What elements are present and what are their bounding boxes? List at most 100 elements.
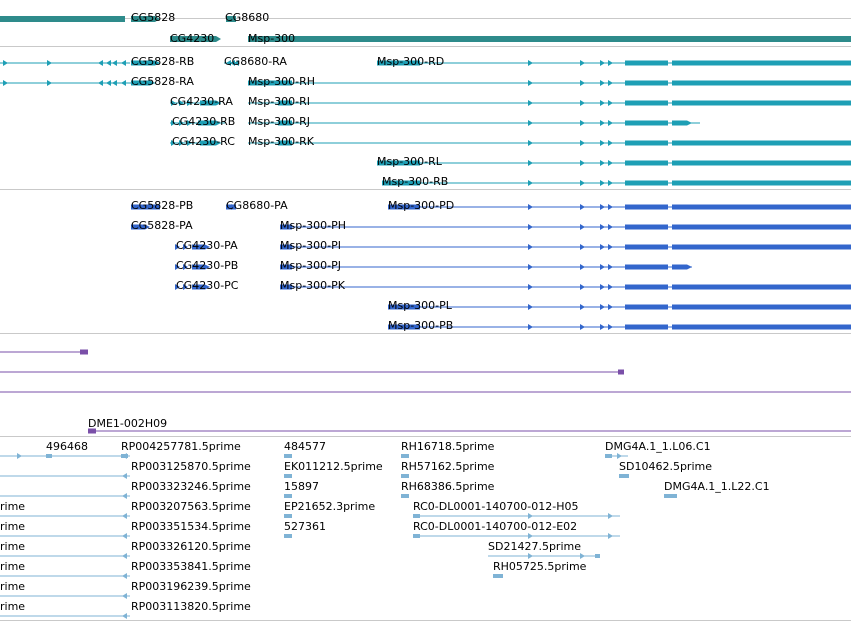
- feature-est-rp003125870[interactable]: [0, 473, 130, 479]
- feature-est-sd10462[interactable]: [619, 474, 629, 478]
- exon-block: [200, 100, 221, 106]
- feature-est-left-5[interactable]: [0, 593, 130, 599]
- exon-block: [192, 244, 210, 250]
- feature-est-left-6[interactable]: [0, 613, 130, 619]
- feature-label: RC0-DL0001-140700-012-H05: [413, 500, 579, 513]
- exon-block: [248, 36, 851, 42]
- feature-cg4230-pa[interactable]: [175, 244, 210, 250]
- feature-est-rp004257781[interactable]: [0, 453, 130, 459]
- feature-aln-2[interactable]: [0, 369, 624, 375]
- feature-cg4230-rb[interactable]: [170, 120, 225, 126]
- feature-est-rh68386[interactable]: [401, 494, 409, 498]
- feature-est-ek011212[interactable]: [284, 474, 292, 478]
- feature-cg8680-pa[interactable]: [226, 204, 236, 210]
- strand-arrow-icon: [608, 60, 613, 66]
- feature-cg4230-pc[interactable]: [175, 284, 210, 290]
- feature-label: RH68386.5prime: [401, 480, 495, 493]
- feature-dme1-002h09[interactable]: [88, 428, 851, 434]
- feature-msp300[interactable]: [248, 36, 851, 42]
- feature-est-527361[interactable]: [284, 534, 292, 538]
- feature-msp300-rb[interactable]: [382, 180, 851, 186]
- feature-est-ep21652[interactable]: [284, 514, 292, 518]
- feature-cg4230-ra[interactable]: [170, 100, 221, 106]
- feature-label: Msp-300-PI: [280, 239, 342, 252]
- track-divider: [0, 46, 851, 47]
- feature-est-rh57162[interactable]: [401, 474, 409, 478]
- exon-block: [192, 264, 210, 270]
- feature-msp300-rh[interactable]: [248, 80, 851, 86]
- strand-arrow-icon: [171, 100, 176, 106]
- feature-cg5828-rb[interactable]: [0, 60, 160, 66]
- strand-arrow-icon: [47, 80, 52, 86]
- feature-msp300-ph[interactable]: [280, 224, 851, 230]
- track-protein-track: [131, 204, 851, 330]
- feature-msp300-rl[interactable]: [377, 160, 851, 166]
- exon-block: [625, 60, 668, 66]
- feature-cg8680-ra[interactable]: [224, 60, 239, 66]
- feature-msp300-pb[interactable]: [388, 324, 851, 330]
- exon-block: [493, 574, 503, 578]
- feature-label: rime: [0, 580, 26, 593]
- strand-arrow-icon: [580, 244, 585, 250]
- feature-est-rc0-h05[interactable]: [413, 513, 620, 519]
- strand-arrow-icon: [98, 80, 103, 86]
- feature-gene-left[interactable]: [0, 16, 125, 22]
- feature-label: rime: [0, 600, 26, 613]
- exon-block: [672, 304, 851, 310]
- exon-block: [625, 264, 668, 270]
- exon-block: [88, 428, 96, 434]
- feature-cg5828-pa[interactable]: [131, 224, 150, 230]
- strand-arrow-icon: [580, 180, 585, 186]
- feature-cg4230-pb[interactable]: [175, 264, 210, 270]
- feature-est-left-4[interactable]: [0, 573, 130, 579]
- exon-block: [278, 140, 292, 146]
- strand-arrow-icon: [608, 284, 613, 290]
- feature-cg4230-rc[interactable]: [170, 140, 221, 146]
- feature-msp300-pj[interactable]: [280, 264, 692, 270]
- strand-arrow-icon: [608, 244, 613, 250]
- feature-cg5828-ra[interactable]: [0, 80, 155, 86]
- exon-block: [388, 324, 420, 330]
- strand-arrow-icon: [227, 204, 232, 210]
- feature-msp300-pk[interactable]: [280, 284, 851, 290]
- strand-arrow-icon: [3, 60, 8, 66]
- feature-label: CG5828-RA: [131, 75, 194, 88]
- feature-est-dmg4a-l22[interactable]: [664, 494, 677, 498]
- feature-label: Msp-300-RI: [248, 95, 311, 108]
- feature-est-left-3[interactable]: [0, 553, 130, 559]
- feature-cg5828[interactable]: [131, 16, 160, 22]
- exon-block: [278, 100, 292, 106]
- feature-msp300-pi[interactable]: [280, 244, 851, 250]
- feature-est-dmg4a-l06[interactable]: [605, 453, 628, 459]
- feature-cg5828-pb[interactable]: [131, 204, 160, 210]
- exon-block: [619, 474, 629, 478]
- feature-est-rp003323246[interactable]: [0, 493, 130, 499]
- feature-est-484577[interactable]: [284, 454, 292, 458]
- strand-arrow-icon: [171, 120, 176, 126]
- feature-label: EK011212.5prime: [284, 460, 383, 473]
- feature-est-rh16718[interactable]: [401, 454, 409, 458]
- strand-arrow-icon: [122, 473, 127, 479]
- feature-est-rh05725[interactable]: [493, 574, 503, 578]
- feature-est-15897[interactable]: [284, 494, 292, 498]
- exon-block: [672, 140, 851, 146]
- feature-aln-1[interactable]: [0, 349, 88, 355]
- feature-est-rc0-e02[interactable]: [413, 533, 620, 539]
- feature-est-sd21427[interactable]: [488, 553, 600, 559]
- strand-arrow-icon: [528, 264, 533, 270]
- feature-cg8680[interactable]: [226, 16, 236, 22]
- feature-msp300-pl[interactable]: [388, 304, 851, 310]
- feature-cg4230[interactable]: [170, 36, 221, 42]
- strand-arrow-icon: [122, 533, 127, 539]
- feature-est-left-1[interactable]: [0, 513, 130, 519]
- strand-arrow-icon: [122, 453, 127, 459]
- feature-msp300-ri[interactable]: [248, 100, 851, 106]
- feature-msp300-rk[interactable]: [248, 140, 851, 146]
- feature-msp300-rd[interactable]: [377, 60, 851, 66]
- feature-label: rime: [0, 500, 26, 513]
- feature-msp300-pd[interactable]: [388, 204, 851, 210]
- strand-arrow-icon: [106, 80, 111, 86]
- feature-msp300-rj[interactable]: [248, 120, 700, 126]
- feature-est-left-2[interactable]: [0, 533, 130, 539]
